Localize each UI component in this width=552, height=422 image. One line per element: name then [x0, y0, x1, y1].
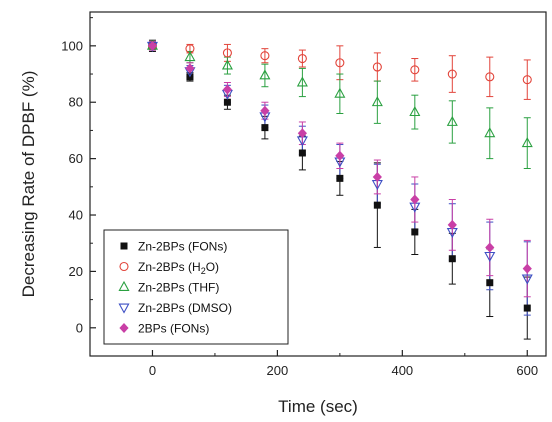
data-point	[185, 63, 195, 74]
data-point	[372, 171, 382, 182]
y-tick-label: 0	[76, 320, 83, 335]
data-point	[335, 58, 345, 68]
legend-marker	[119, 261, 129, 272]
data-point	[410, 194, 420, 205]
data-point	[297, 53, 307, 64]
data-point	[373, 201, 381, 209]
x-tick-label: 0	[149, 363, 156, 378]
data-point	[446, 115, 458, 126]
data-point	[485, 242, 495, 253]
data-point	[447, 219, 457, 230]
data-point	[221, 59, 233, 70]
series-markers-4	[147, 40, 532, 274]
legend-entry-label: Zn-2BPs (DMSO)	[138, 301, 232, 315]
data-point	[522, 263, 532, 274]
legend-entry-label: Zn-2BPs (H2O)	[138, 260, 219, 276]
data-point	[298, 149, 306, 157]
legend-entry-label: Zn-2BPs (THF)	[138, 281, 219, 295]
legend-entry-label: 2BPs (FONs)	[138, 322, 209, 336]
data-point	[448, 255, 456, 263]
data-point	[222, 48, 232, 58]
x-tick-label: 400	[391, 363, 413, 378]
data-point	[147, 40, 158, 51]
plot-frame	[89, 11, 547, 357]
x-tick-label: 200	[267, 363, 289, 378]
data-point	[486, 279, 494, 287]
data-point	[335, 150, 345, 161]
data-point	[260, 51, 270, 61]
x-axis-title: Time (sec)	[278, 397, 358, 416]
data-point	[485, 72, 495, 82]
y-axis-title: Decreasing Rate of DPBF (%)	[19, 71, 38, 298]
data-point	[222, 84, 233, 95]
legend-entry-label: Zn-2BPs (FONs)	[138, 240, 227, 254]
legend-marker	[118, 280, 130, 291]
data-point	[447, 69, 457, 79]
legend-marker	[119, 323, 129, 333]
legend-box	[103, 229, 289, 345]
data-point	[371, 96, 383, 107]
data-point	[297, 128, 307, 139]
data-point	[296, 76, 308, 87]
legend-marker	[120, 242, 128, 250]
y-axis-ticks: 0 20 40 60 80 100	[61, 17, 96, 335]
data-point	[261, 124, 269, 132]
y-tick-label: 60	[69, 151, 83, 166]
y-tick-label: 80	[69, 95, 83, 110]
data-point	[521, 274, 533, 285]
data-point	[259, 69, 271, 80]
data-point	[223, 98, 231, 106]
data-point	[411, 228, 419, 236]
data-point	[409, 105, 421, 117]
data-point	[334, 87, 346, 98]
x-tick-label: 600	[516, 363, 538, 378]
data-point	[484, 127, 496, 138]
y-tick-label: 100	[61, 38, 83, 53]
data-point	[372, 62, 382, 72]
y-tick-label: 40	[69, 208, 83, 223]
series-layer	[146, 39, 533, 340]
data-point	[522, 75, 532, 85]
legend-marker	[118, 303, 130, 314]
data-point	[410, 65, 420, 75]
data-point	[260, 105, 270, 116]
x-axis-ticks: 0 200 400 600	[89, 350, 538, 378]
y-tick-label: 20	[69, 264, 83, 279]
data-point	[184, 50, 196, 62]
data-point	[484, 251, 496, 263]
data-point	[521, 136, 533, 148]
data-point	[523, 304, 531, 312]
legend: Zn-2BPs (FONs) Zn-2BPs (H2O) Zn-2BPs (THF)…	[103, 229, 289, 345]
data-point	[336, 174, 344, 182]
